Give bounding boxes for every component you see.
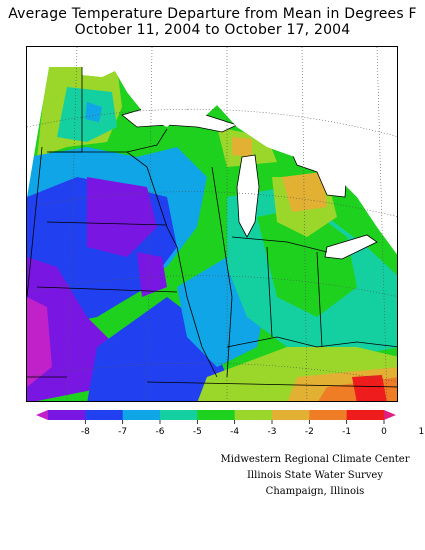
- ohio-river: [226, 336, 397, 348]
- zone-minus-1-mi: [282, 172, 327, 212]
- zone-minus-3-mi: [257, 207, 357, 317]
- legend-tick-label: 0: [381, 427, 387, 437]
- credit-mrcc: Midwestern Regional Climate Center: [220, 454, 410, 465]
- legend-tick-label: -6: [155, 427, 165, 437]
- credit-location: Champaign, Illinois: [265, 486, 365, 497]
- legend-swatch: [272, 410, 310, 420]
- map-canvas: [27, 47, 397, 401]
- temperature-departure-map: [26, 46, 398, 402]
- zone-1-south: [352, 375, 387, 401]
- in-oh-border: [266, 246, 273, 338]
- in-mi-border: [231, 236, 328, 253]
- legend-arrow-left: [36, 410, 48, 420]
- canada-region: [27, 47, 397, 255]
- legend-arrow-right: [384, 410, 396, 420]
- credit-isws: Illinois State Water Survey: [246, 470, 383, 481]
- mn-south-border: [49, 128, 168, 153]
- legend-tick-label: -2: [304, 427, 314, 437]
- legend-tick-label: -4: [230, 427, 240, 437]
- legend-swatch: [197, 410, 236, 420]
- legend-swatch: [48, 410, 86, 420]
- zone-minus-1-up: [232, 137, 252, 157]
- zone-minus-8-sw: [27, 297, 52, 387]
- lake-michigan: [236, 154, 260, 238]
- oh-pa-border: [316, 251, 323, 348]
- zone-minus-7-iowa: [87, 177, 157, 257]
- zone-minus-5-mn: [85, 102, 102, 122]
- state-boundaries: [27, 67, 397, 388]
- legend-tick-label: -1: [342, 427, 352, 437]
- legend-swatch: [234, 410, 273, 420]
- zone-minus-7-mo: [137, 252, 167, 297]
- color-legend: [36, 410, 396, 424]
- map-date-range: October 11, 2004 to October 17, 2004: [74, 22, 351, 38]
- legend-tick-label: -3: [267, 427, 277, 437]
- legend-swatch: [122, 410, 161, 420]
- ia-east-border: [126, 151, 178, 248]
- legend-swatch: [85, 410, 124, 420]
- mississippi-river: [176, 246, 218, 378]
- ia-south-border: [46, 221, 168, 226]
- map-title: Average Temperature Departure from Mean …: [8, 6, 417, 22]
- mo-north-border: [36, 286, 178, 293]
- legend-tick-label: -5: [192, 427, 202, 437]
- legend-tick-label: 1: [418, 427, 425, 437]
- graticule: [27, 47, 397, 401]
- il-in-border: [211, 166, 233, 378]
- lake-erie: [324, 234, 378, 260]
- legend-swatch: [309, 410, 348, 420]
- legend-tick-label: -7: [118, 427, 128, 437]
- tn-border: [146, 381, 397, 388]
- plains-border: [27, 146, 43, 298]
- legend-swatch: [346, 410, 385, 420]
- legend-tick-label: -8: [80, 427, 90, 437]
- legend-swatch: [160, 410, 198, 420]
